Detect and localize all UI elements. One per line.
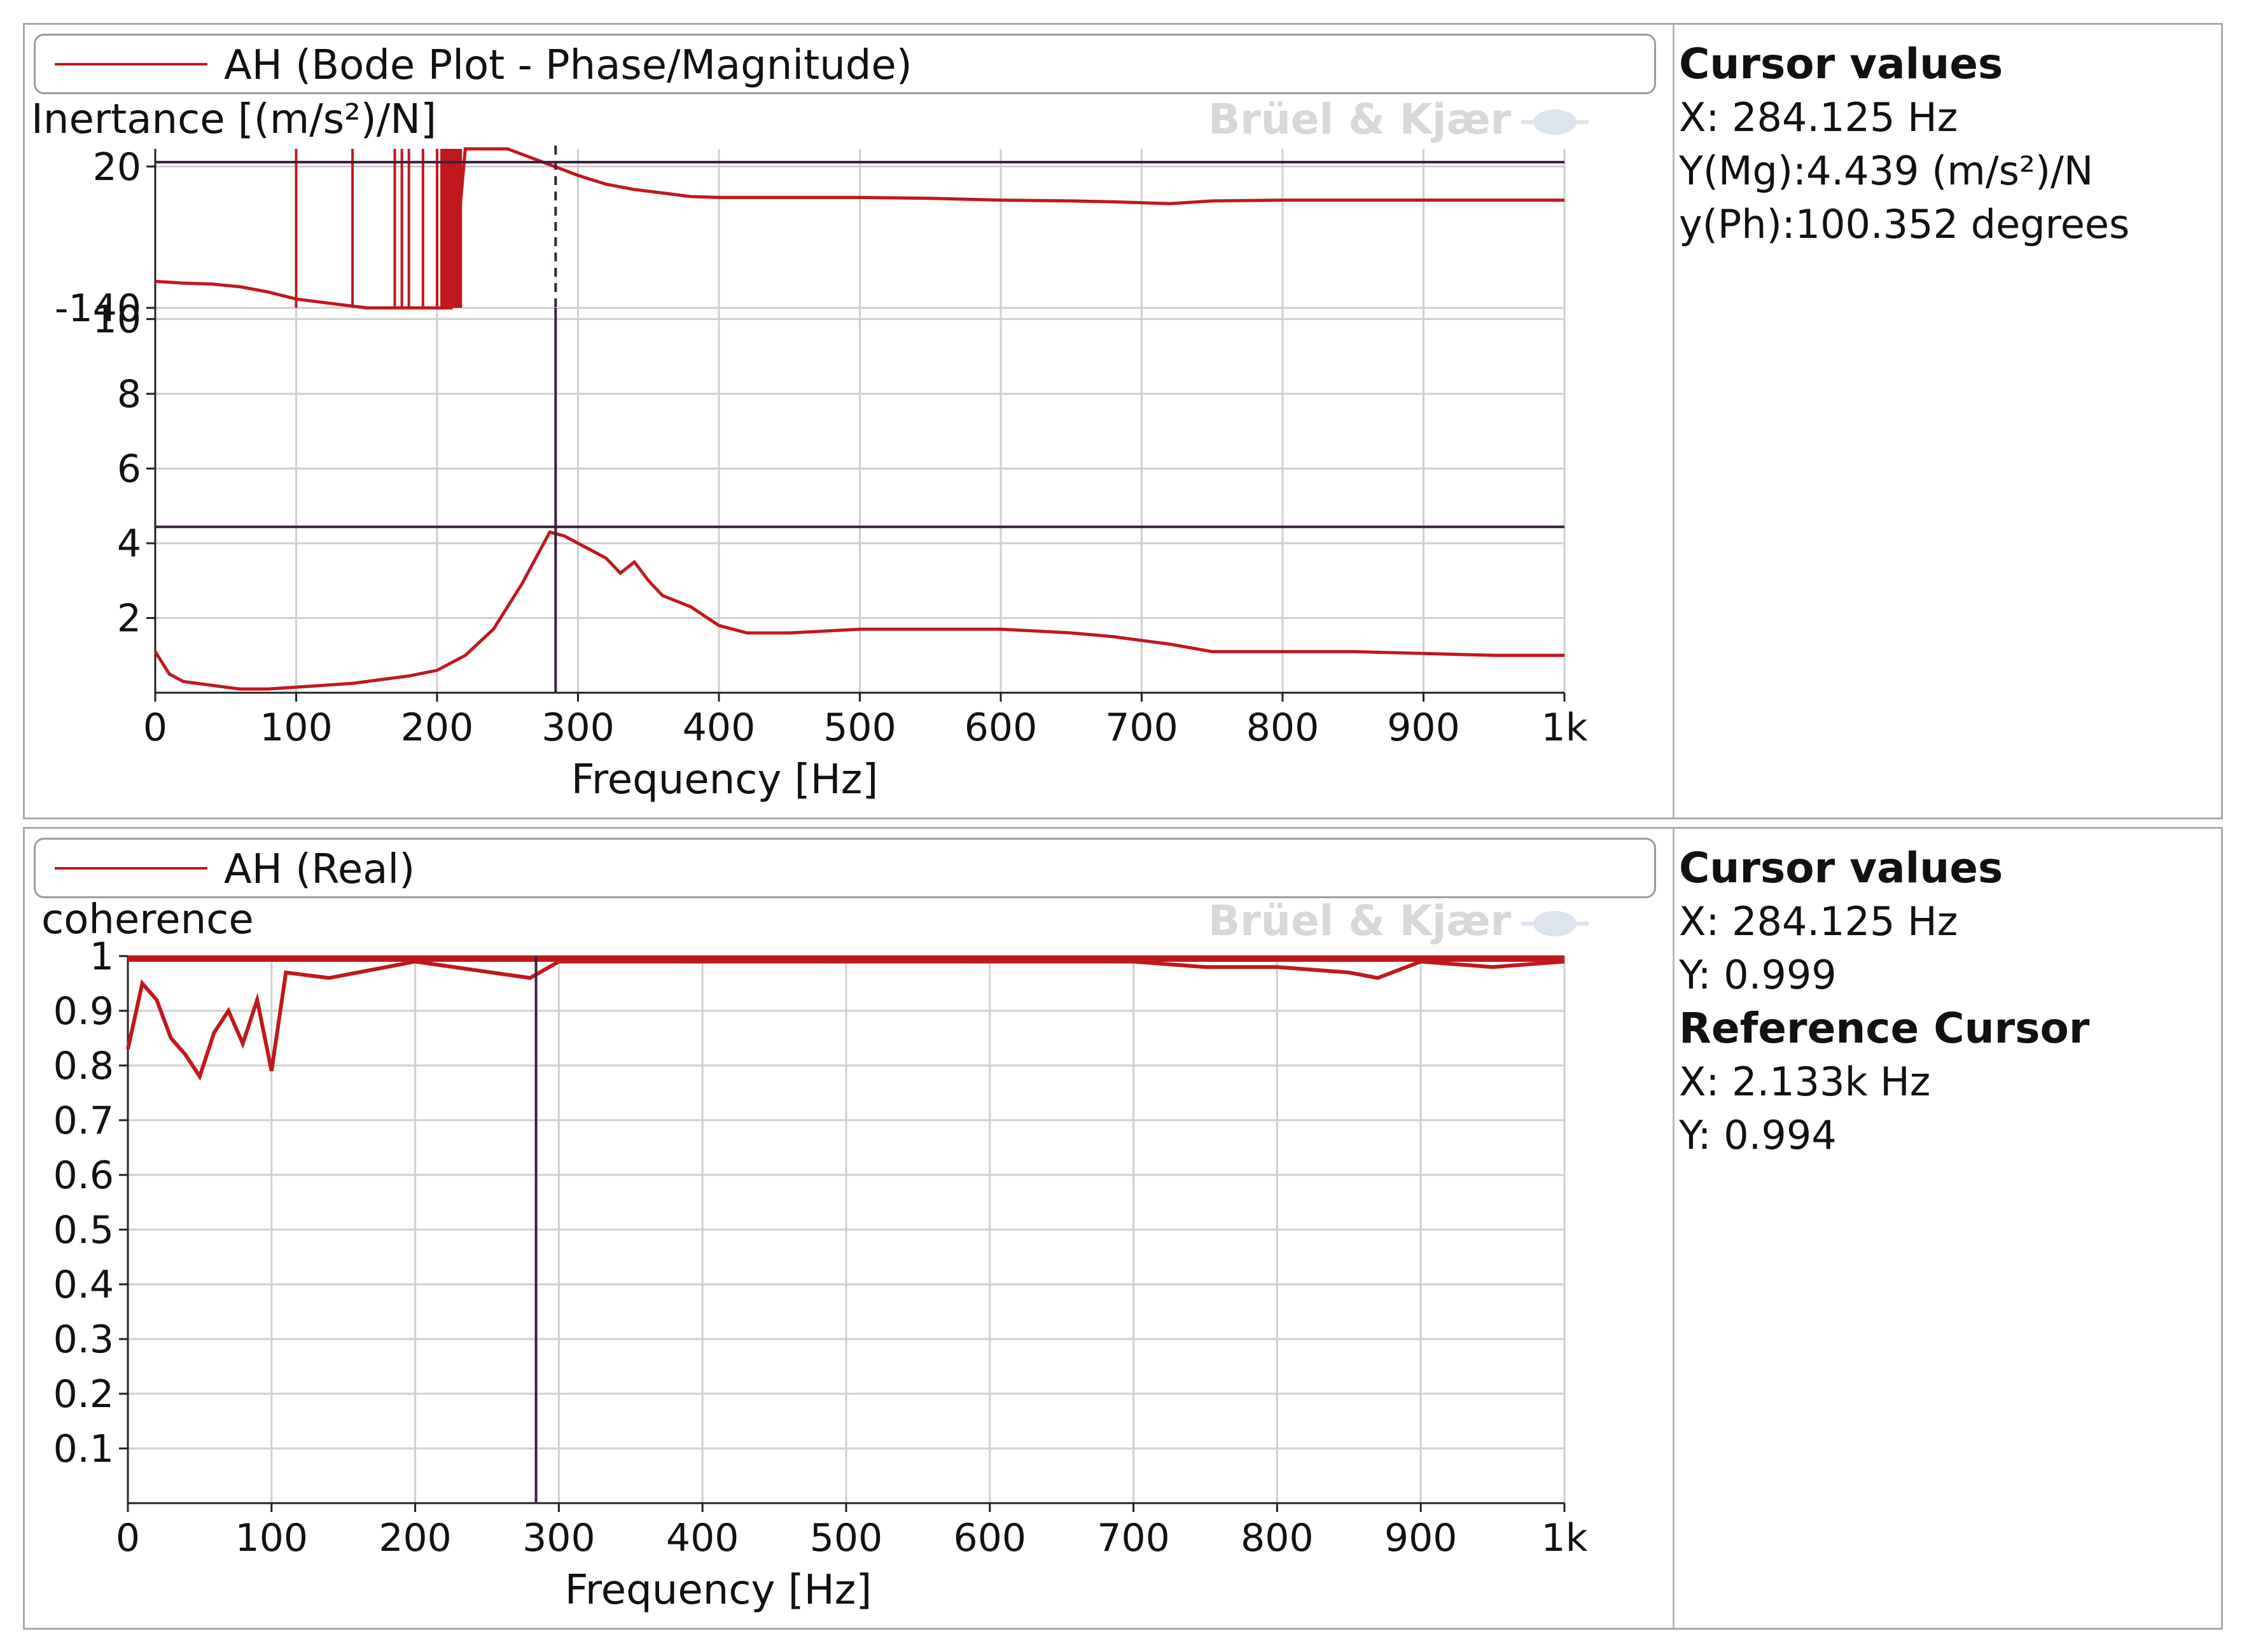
y-tick-label: 0.2: [53, 1372, 114, 1417]
legend-swatch-bode: [55, 63, 207, 66]
phase-series-line: [155, 147, 1564, 310]
y-tick-label-phase: -140: [55, 286, 141, 331]
cursor-y-phase-value: y(Ph):100.352 degrees: [1679, 201, 2130, 247]
y-tick-label: 0.4: [53, 1263, 114, 1307]
x-tick-label: 600: [964, 705, 1038, 750]
legend-label-coherence: AH (Real): [224, 846, 415, 893]
x-tick-label: 100: [235, 1516, 309, 1560]
x-tick-label: 100: [260, 705, 333, 750]
y-tick-label: 2: [117, 597, 141, 641]
legend-coherence[interactable]: AH (Real): [34, 838, 1656, 898]
brand-watermark: Brüel & Kjær: [1208, 896, 1590, 945]
x-tick-label: 200: [401, 705, 474, 750]
y-tick-label: 4: [117, 522, 141, 566]
x-tick-label: 900: [1384, 1516, 1458, 1560]
cursor-values-title: Cursor values: [1679, 843, 2003, 892]
x-axis-title: Frequency [Hz]: [571, 756, 879, 803]
legend-bode[interactable]: AH (Bode Plot - Phase/Magnitude): [34, 34, 1656, 94]
y-tick-label: 10: [93, 298, 141, 342]
coherence-plot-area[interactable]: AH (Real) coherence Brüel & Kjær 0.1 0.2 0…: [25, 829, 1673, 1628]
y-tick-label: 0.1: [53, 1427, 114, 1471]
x-tick-label: 200: [379, 1516, 452, 1560]
cursor-x-value: X: 284.125 Hz: [1679, 94, 1958, 141]
reference-cursor-x-value: X: 2.133k Hz: [1679, 1059, 1931, 1105]
y-axis-title-coherence: coherence: [41, 896, 254, 943]
cursor-y-magnitude-value: Y(Mg):4.439 (m/s²)/N: [1679, 148, 2094, 194]
x-tick-label: 300: [541, 705, 615, 750]
y-axis-title-inertance: Inertance [(m/s²)/N]: [31, 96, 437, 143]
panel-divider: [1673, 829, 1675, 1628]
cursor-y-value: Y: 0.999: [1679, 952, 1837, 998]
bode-plot-panel: AH (Bode Plot - Phase/Magnitude) Inertan…: [23, 23, 2223, 819]
y-tick-label: 1: [90, 934, 114, 979]
y-tick-label: 0.9: [53, 989, 114, 1034]
reference-cursor-title: Reference Cursor: [1679, 1004, 2090, 1053]
bode-chart[interactable]: 2 4 6 8 10 20 -140 0 100 200 300 400 500 600 700 800 900…: [25, 25, 1673, 821]
bode-plot-area[interactable]: AH (Bode Plot - Phase/Magnitude) Inertan…: [25, 25, 1673, 817]
x-tick-label: 1k: [1542, 1516, 1588, 1560]
reference-cursor-y-value: Y: 0.994: [1679, 1112, 1837, 1158]
x-tick-label: 700: [1105, 705, 1178, 750]
x-tick-label: 0: [143, 705, 167, 750]
legend-label-bode: AH (Bode Plot - Phase/Magnitude): [224, 42, 912, 89]
y-tick-label: 0.6: [53, 1153, 114, 1198]
x-axis-title: Frequency [Hz]: [565, 1567, 872, 1614]
y-tick-label: 6: [117, 447, 141, 492]
x-tick-label: 500: [823, 705, 896, 750]
x-tick-label: 600: [954, 1516, 1027, 1560]
x-tick-label: 400: [683, 705, 756, 750]
x-tick-label: 0: [116, 1516, 140, 1560]
coherence-chart[interactable]: 0.1 0.2 0.3 0.4 0.5 0.6 0.7 0.8 0.9 1 0 100 200 300 40…: [25, 829, 1673, 1632]
cursor-values-pane: Cursor values X: 284.125 Hz Y(Mg):4.439 …: [1679, 38, 2213, 791]
x-tick-label: 300: [522, 1516, 595, 1560]
x-tick-label: 1k: [1542, 705, 1588, 750]
brand-watermark: Brüel & Kjær: [1208, 95, 1590, 144]
cursor-values-title: Cursor values: [1679, 39, 2003, 88]
x-tick-label: 500: [810, 1516, 883, 1560]
coherence-panel: AH (Real) coherence Brüel & Kjær 0.1 0.2 0…: [23, 827, 2223, 1630]
x-tick-label: 700: [1097, 1516, 1170, 1560]
x-tick-label: 800: [1241, 1516, 1314, 1560]
y-tick-label: 0.8: [53, 1044, 114, 1088]
y-tick-label: 0.3: [53, 1317, 114, 1362]
x-tick-label: 800: [1246, 705, 1319, 750]
brand-logo-icon: [1521, 910, 1589, 936]
cursor-x-value: X: 284.125 Hz: [1679, 898, 1958, 945]
brand-logo-icon: [1521, 109, 1589, 135]
magnitude-series-line: [153, 530, 1564, 691]
y-tick-label: 8: [117, 372, 141, 417]
legend-swatch-coherence: [55, 867, 207, 870]
y-tick-label: 0.7: [53, 1099, 114, 1143]
cursor-values-pane-coherence: Cursor values X: 284.125 Hz Y: 0.999 Ref…: [1679, 842, 2213, 1600]
x-tick-label: 900: [1387, 705, 1460, 750]
x-tick-label: 400: [666, 1516, 739, 1560]
y-tick-label-phase: 20: [93, 145, 141, 190]
y-tick-label: 0.5: [53, 1208, 114, 1253]
panel-divider: [1673, 25, 1675, 817]
